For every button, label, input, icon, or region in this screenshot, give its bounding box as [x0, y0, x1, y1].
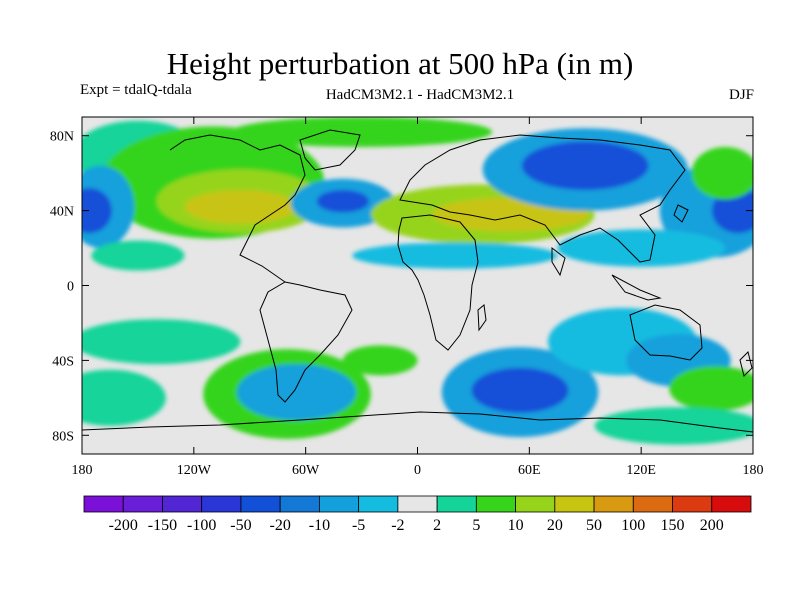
- field-blob: [352, 242, 558, 269]
- experiment-label: Expt = tdalQ-tdala: [80, 82, 192, 98]
- colorbar-swatch: [672, 495, 713, 513]
- lat-tick-label: 0: [67, 280, 74, 295]
- colorbar-swatch: [358, 495, 399, 513]
- colorbar-label: -20: [270, 517, 291, 534]
- field-blob: [82, 188, 112, 234]
- colorbar: -200 -150 -100 -50 -20 -10 -5 -2 2 5 10 20 50 100 150 2…: [83, 495, 752, 534]
- field-blob: [521, 141, 649, 191]
- lon-tick-label: 120W: [177, 463, 212, 478]
- field-blob: [231, 117, 493, 147]
- field-blob: [91, 240, 185, 271]
- colorbar-label: 10: [508, 517, 524, 534]
- colorbar-label: -5: [352, 517, 365, 534]
- colorbar-swatch: [632, 495, 673, 513]
- field-blob: [342, 345, 418, 376]
- map-title: Height perturbation at 500 hPa (in m): [166, 46, 634, 81]
- colorbar-swatch: [162, 495, 203, 513]
- colorbar-label: 150: [661, 517, 685, 534]
- colorbar-label: 100: [621, 517, 645, 534]
- colorbar-swatch: [83, 495, 124, 513]
- lat-tick-label: 80S: [52, 429, 74, 444]
- lat-tick-label: 40S: [52, 354, 74, 369]
- colorbar-label: -100: [187, 517, 216, 534]
- season-label: DJF: [728, 87, 754, 103]
- field-blob: [712, 188, 753, 234]
- field-blob: [557, 229, 726, 267]
- colorbar-swatch: [122, 495, 163, 513]
- colorbar-swatch: [593, 495, 634, 513]
- colorbar-swatch: [397, 495, 438, 513]
- colorbar-label: -10: [309, 517, 330, 534]
- colorbar-label: 5: [472, 517, 480, 534]
- colorbar-label: 50: [586, 517, 602, 534]
- lon-tick-label: 60E: [518, 463, 541, 478]
- lat-tick-label: 80N: [50, 130, 74, 145]
- colorbar-label: -2: [391, 517, 404, 534]
- lon-tick-label: 180: [743, 463, 764, 478]
- colorbar-swatch: [319, 495, 360, 513]
- coastlines: [82, 129, 753, 433]
- field-blob: [82, 369, 166, 426]
- model-label: HadCM3M2.1 - HadCM3M2.1: [325, 87, 515, 103]
- colorbar-swatch: [554, 495, 595, 513]
- colorbar-swatch: [201, 495, 242, 513]
- field-blob: [471, 367, 569, 413]
- lat-tick-label: 40N: [50, 205, 74, 220]
- lon-tick-label: 120E: [626, 463, 656, 478]
- field-blob: [316, 190, 370, 213]
- colorbar-swatch: [240, 495, 281, 513]
- colorbar-label: 200: [700, 517, 724, 534]
- field-blob: [669, 366, 753, 411]
- lon-tick-label: 0: [414, 463, 421, 478]
- field-blob: [82, 319, 241, 365]
- colorbar-swatch: [279, 495, 320, 513]
- field-blob: [236, 364, 356, 421]
- colorbar-label: -50: [230, 517, 251, 534]
- lon-tick-label: 60W: [292, 463, 320, 478]
- field-blob: [691, 146, 753, 200]
- colorbar-swatch: [515, 495, 556, 513]
- colorbar-label: -150: [148, 517, 177, 534]
- field-blob: [184, 190, 297, 224]
- lon-tick-label: 180: [72, 463, 93, 478]
- colorbar-label: 20: [547, 517, 563, 534]
- colorbar-label: 2: [433, 517, 441, 534]
- colorbar-label: -200: [109, 517, 138, 534]
- colorbar-swatch: [711, 495, 752, 513]
- latitude-axis: 80N 40N 0 40S 80S: [50, 130, 753, 444]
- longitude-axis: 180 120W 60W 0 60E 120E 180: [72, 117, 764, 478]
- colorbar-swatch: [475, 495, 516, 513]
- colorbar-swatch: [436, 495, 477, 513]
- field-blob: [594, 407, 753, 445]
